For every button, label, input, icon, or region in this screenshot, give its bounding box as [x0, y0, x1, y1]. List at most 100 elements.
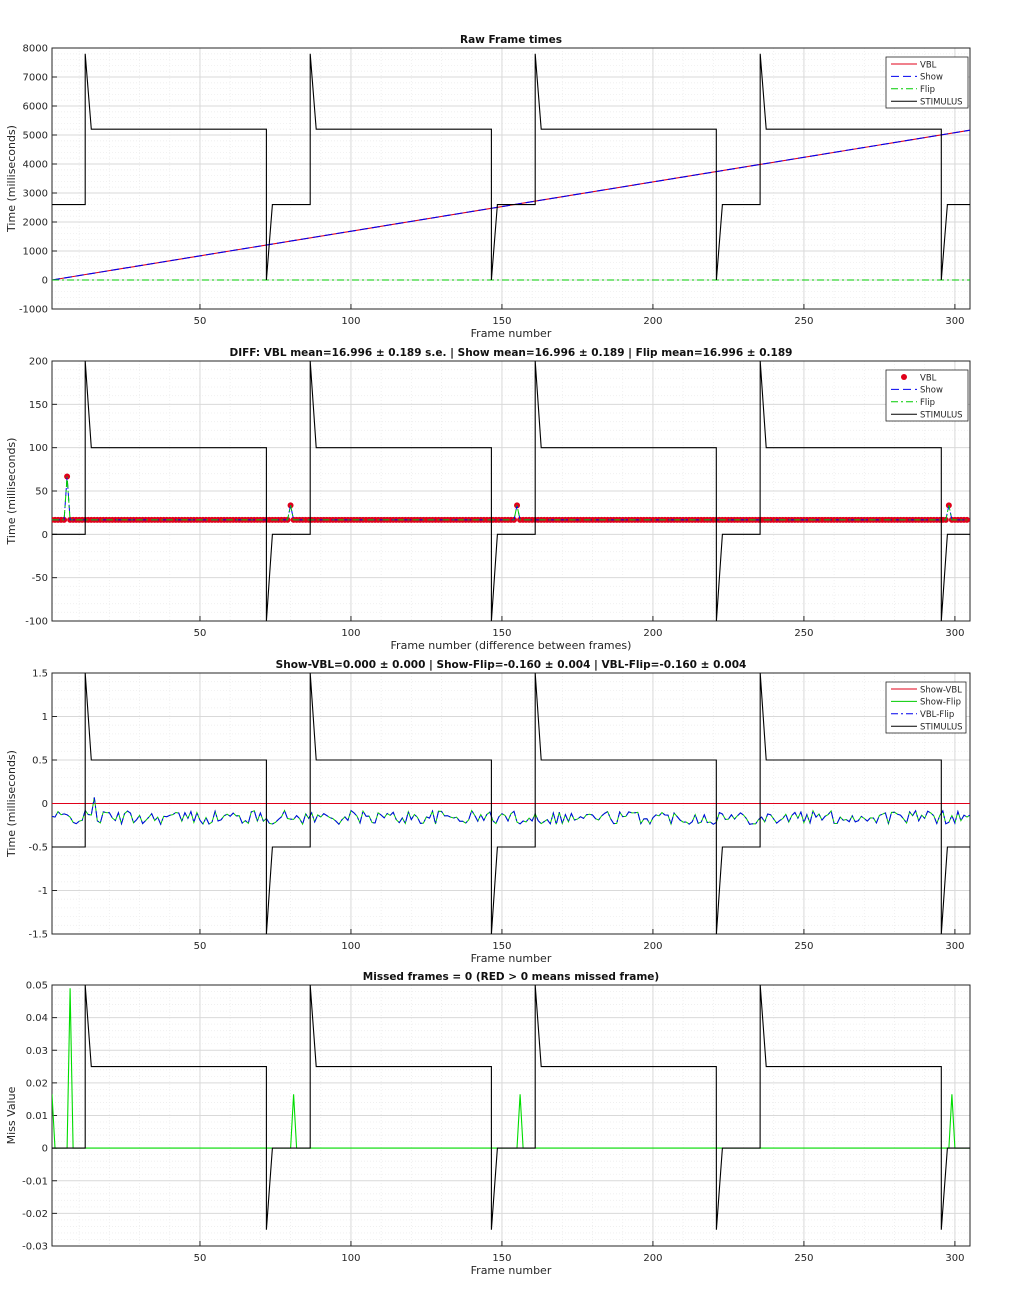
- y-tick-label: 5000: [23, 131, 48, 142]
- chart-title: Raw Frame times: [460, 34, 562, 46]
- legend-label: Flip: [920, 398, 935, 408]
- plot-area: [52, 361, 970, 621]
- x-tick-label: 100: [341, 1253, 360, 1264]
- y-tick-label: 50: [35, 487, 48, 498]
- y-tick-label: 0.01: [26, 1111, 48, 1122]
- y-axis-label: Time (milliseconds): [5, 750, 18, 858]
- y-tick-label: 7000: [23, 73, 48, 84]
- x-tick-label: 50: [194, 1253, 207, 1264]
- plot-area: [52, 673, 970, 934]
- series-vbl-flip-line: [52, 797, 970, 826]
- x-tick-label: 50: [194, 316, 207, 327]
- x-tick-label: 300: [945, 1253, 964, 1264]
- x-tick-label: 50: [194, 628, 207, 639]
- plot-area: [52, 53, 970, 281]
- x-tick-label: 100: [341, 316, 360, 327]
- x-tick-label: 300: [945, 628, 964, 639]
- legend-label: Show: [920, 386, 943, 396]
- legend: VBL Show Flip STIMULUS: [885, 56, 969, 109]
- y-tick-label: 0: [42, 276, 48, 287]
- chart-panel-3: 50 100 150 200 250 300 -1.5 -1 -0.5 0 0.5 1 1.5 Show-…: [5, 659, 971, 965]
- y-tick-label: 0: [42, 799, 48, 810]
- y-tick-label: 8000: [23, 44, 48, 55]
- series-stimulus-line: [52, 985, 970, 1230]
- y-tick-label: -0.02: [22, 1209, 48, 1220]
- legend-label: VBL-Flip: [920, 710, 954, 720]
- x-tick-label: 200: [643, 316, 662, 327]
- x-tick-label: 200: [643, 1253, 662, 1264]
- legend-label: Show: [920, 73, 943, 83]
- chart-panel-4: 50 100 150 200 250 300 -0.03 -0.02 -0.01 0 0.01 0.0…: [5, 971, 971, 1277]
- legend-label: Show-VBL: [920, 685, 962, 695]
- y-axis-label: Miss Value: [5, 1086, 18, 1144]
- y-tick-label: 0.03: [26, 1046, 48, 1057]
- x-tick-label: 200: [643, 941, 662, 952]
- chart-title: DIFF: VBL mean=16.996 ± 0.189 s.e. | Sho…: [230, 347, 793, 359]
- x-axis-label: Frame number: [471, 327, 552, 340]
- legend-label: STIMULUS: [920, 723, 963, 733]
- y-tick-label: -1: [38, 886, 48, 897]
- series-show-line: [52, 476, 967, 521]
- x-tick-label: 250: [794, 628, 813, 639]
- y-tick-label: 0: [42, 530, 48, 541]
- chart-title: Missed frames = 0 (RED > 0 means missed …: [363, 971, 659, 983]
- y-tick-label: -0.5: [28, 843, 48, 854]
- x-axis-label: Frame number (difference between frames): [391, 639, 632, 652]
- legend: Show-VBL Show-Flip VBL-Flip STIMULUS: [885, 681, 967, 734]
- y-tick-label: 0.5: [32, 756, 48, 767]
- x-axis-label: Frame number: [471, 952, 552, 965]
- legend-label: VBL: [920, 60, 937, 70]
- series-miss-line: [52, 988, 970, 1149]
- y-tick-label: 2000: [23, 218, 48, 229]
- y-tick-label: -100: [25, 617, 48, 628]
- legend-label: VBL: [920, 373, 937, 383]
- chart-panel-2: 50 100 150 200 250 300 -100 -50 0 50 100 150 200 DIFF…: [5, 347, 971, 652]
- y-tick-label: 1.5: [32, 669, 48, 680]
- legend-box: [885, 369, 969, 422]
- y-tick-label: 150: [29, 400, 48, 411]
- y-tick-label: 3000: [23, 189, 48, 200]
- x-tick-label: 150: [492, 1253, 511, 1264]
- y-tick-label: -1000: [19, 305, 48, 316]
- chart-panel-1: 50 100 150 200 250 300 -1000 0 1000 2000 3000 4000 5…: [5, 34, 971, 340]
- x-tick-label: 300: [945, 941, 964, 952]
- y-tick-label: 100: [29, 443, 48, 454]
- series-show-line: [52, 129, 970, 281]
- x-axis-label: Frame number: [471, 1264, 552, 1277]
- x-tick-label: 250: [794, 316, 813, 327]
- y-tick-label: 0.02: [26, 1078, 48, 1089]
- legend-marker: [901, 374, 907, 380]
- y-tick-label: 200: [29, 357, 48, 368]
- x-tick-label: 150: [492, 316, 511, 327]
- legend-box: [885, 681, 967, 734]
- x-tick-label: 250: [794, 941, 813, 952]
- y-axis-label: Time (milliseconds): [5, 438, 18, 546]
- x-tick-label: 300: [945, 316, 964, 327]
- y-tick-label: 6000: [23, 102, 48, 113]
- x-tick-label: 50: [194, 941, 207, 952]
- x-tick-label: 150: [492, 941, 511, 952]
- series-flip-line: [52, 476, 967, 521]
- series-stimulus-line: [52, 361, 970, 621]
- x-tick-label: 200: [643, 628, 662, 639]
- y-axis-label: Time (milliseconds): [5, 125, 18, 233]
- y-tick-label: 1000: [23, 247, 48, 258]
- legend-label: STIMULUS: [920, 98, 963, 108]
- y-tick-label: 0.05: [26, 981, 48, 992]
- y-tick-label: 0.04: [26, 1013, 48, 1024]
- y-tick-label: 4000: [23, 160, 48, 171]
- axes-frame: [51, 47, 971, 310]
- series-stimulus-line: [52, 53, 970, 281]
- legend-label: Show-Flip: [920, 698, 961, 708]
- series-stimulus-line: [52, 673, 970, 934]
- chart-title: Show-VBL=0.000 ± 0.000 | Show-Flip=-0.16…: [276, 659, 747, 671]
- x-tick-label: 100: [341, 628, 360, 639]
- series-show-flip-line: [52, 797, 970, 826]
- x-tick-label: 150: [492, 628, 511, 639]
- y-tick-label: -0.03: [22, 1242, 48, 1253]
- x-tick-label: 100: [341, 941, 360, 952]
- x-tick-label: 250: [794, 1253, 813, 1264]
- y-tick-label: 0: [42, 1144, 48, 1155]
- legend-box: [885, 56, 969, 109]
- y-tick-label: -0.01: [22, 1176, 48, 1187]
